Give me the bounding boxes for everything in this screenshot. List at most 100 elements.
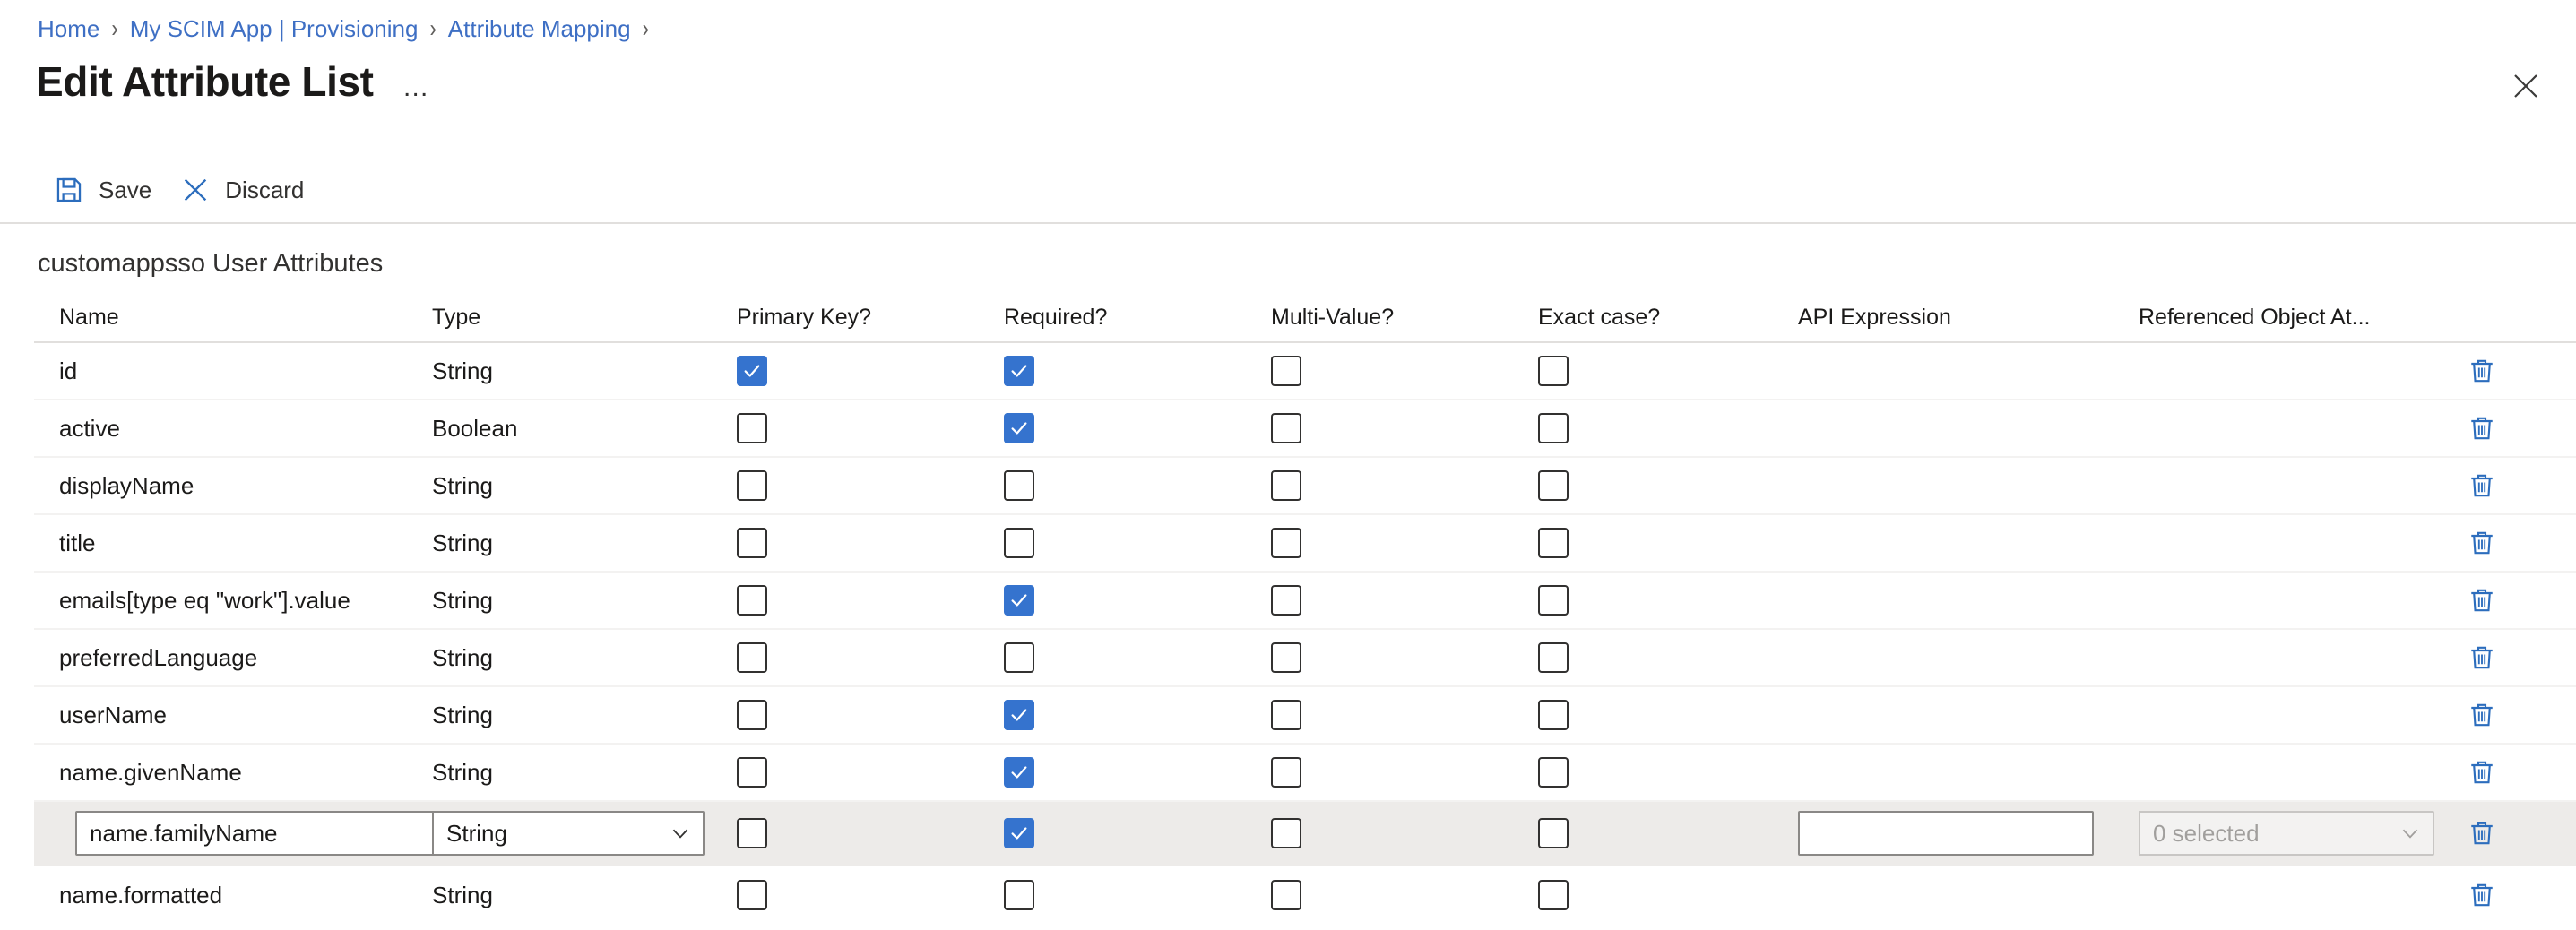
delete-row-button[interactable] [2461,752,2503,793]
multi-value-checkbox[interactable] [1271,642,1301,673]
multi-value-checkbox[interactable] [1271,818,1301,848]
exact-case-cell [1538,413,1798,443]
multi-value-checkbox[interactable] [1271,700,1301,730]
table-row[interactable]: userName String [34,687,2576,745]
primary-key-checkbox[interactable] [737,880,767,910]
multi-value-checkbox[interactable] [1271,528,1301,558]
attribute-type-cell: String [432,643,493,671]
section-heading: customappsso User Attributes [38,249,384,278]
required-cell [1004,642,1271,673]
exact-case-checkbox[interactable] [1538,880,1569,910]
primary-key-checkbox[interactable] [737,757,767,788]
multi-value-checkbox[interactable] [1271,585,1301,616]
delete-cell [2461,522,2560,564]
required-cell [1004,880,1271,910]
exact-case-checkbox[interactable] [1538,470,1569,501]
exact-case-checkbox[interactable] [1538,818,1569,848]
exact-case-checkbox[interactable] [1538,413,1569,443]
more-options-icon[interactable]: … [402,73,431,102]
required-checkbox[interactable] [1004,528,1034,558]
chevron-right-icon: › [642,13,649,42]
delete-cell [2461,637,2560,678]
exact-case-checkbox[interactable] [1538,585,1569,616]
multi-value-checkbox[interactable] [1271,470,1301,501]
attribute-name-cell: active [59,414,120,442]
delete-row-button[interactable] [2461,408,2503,449]
attribute-type-cell: String [432,471,493,499]
attribute-type-cell: String [432,357,493,384]
primary-key-checkbox[interactable] [737,700,767,730]
table-row[interactable]: id String [34,343,2576,400]
attribute-name-input[interactable] [75,811,446,856]
delete-row-button[interactable] [2461,874,2503,916]
required-checkbox[interactable] [1004,356,1034,386]
required-checkbox[interactable] [1004,642,1034,673]
delete-row-button[interactable] [2461,813,2503,854]
delete-row-button[interactable] [2461,694,2503,736]
table-row[interactable]: emails[type eq "work"].value String [34,573,2576,630]
breadcrumb-item-provisioning[interactable]: My SCIM App | Provisioning [129,15,419,42]
discard-button[interactable]: Discard [166,165,318,215]
table-row[interactable]: preferredLanguage String [34,630,2576,687]
primary-key-checkbox[interactable] [737,528,767,558]
attribute-name-cell: preferredLanguage [59,643,258,671]
table-row[interactable]: String 0 selected [34,802,2576,866]
required-cell [1004,413,1271,443]
delete-row-button[interactable] [2461,580,2503,621]
save-button[interactable]: Save [39,165,166,215]
delete-row-button[interactable] [2461,522,2503,564]
close-blade-button[interactable] [2503,65,2549,111]
multi-value-checkbox[interactable] [1271,880,1301,910]
breadcrumb-item-attribute-mapping[interactable]: Attribute Mapping [447,15,631,42]
discard-icon [180,175,211,205]
table-row[interactable]: active Boolean [34,400,2576,458]
referenced-object-select[interactable]: 0 selected [2139,811,2434,856]
multi-value-checkbox[interactable] [1271,356,1301,386]
required-checkbox[interactable] [1004,700,1034,730]
primary-key-checkbox[interactable] [737,413,767,443]
primary-key-cell [737,528,1004,558]
attribute-type-select[interactable]: String [432,811,705,856]
attribute-type-cell: String [432,529,493,556]
exact-case-checkbox[interactable] [1538,642,1569,673]
required-checkbox[interactable] [1004,470,1034,501]
exact-case-cell [1538,700,1798,730]
table-row[interactable]: name.givenName String [34,745,2576,802]
primary-key-checkbox[interactable] [737,356,767,386]
primary-key-checkbox[interactable] [737,585,767,616]
referenced-object-select-value: 0 selected [2153,819,2260,847]
delete-row-button[interactable] [2461,465,2503,506]
multi-value-checkbox[interactable] [1271,413,1301,443]
delete-row-button[interactable] [2461,637,2503,678]
exact-case-cell [1538,585,1798,616]
primary-key-cell [737,757,1004,788]
table-row[interactable]: displayName String [34,458,2576,515]
delete-row-button[interactable] [2461,350,2503,392]
required-checkbox[interactable] [1004,818,1034,848]
required-checkbox[interactable] [1004,880,1034,910]
page-title: Edit Attribute List [36,58,374,105]
required-checkbox[interactable] [1004,757,1034,788]
primary-key-cell [737,585,1004,616]
delete-cell [2461,752,2560,793]
table-row[interactable]: title String [34,515,2576,573]
breadcrumb-item-home[interactable]: Home [38,15,100,42]
required-checkbox[interactable] [1004,585,1034,616]
exact-case-checkbox[interactable] [1538,757,1569,788]
exact-case-checkbox[interactable] [1538,528,1569,558]
multi-value-cell [1271,585,1538,616]
exact-case-checkbox[interactable] [1538,356,1569,386]
multi-value-cell [1271,356,1538,386]
attribute-type-cell: Boolean [432,414,518,442]
required-checkbox[interactable] [1004,413,1034,443]
primary-key-checkbox[interactable] [737,470,767,501]
exact-case-checkbox[interactable] [1538,700,1569,730]
attribute-name-cell [34,811,446,856]
primary-key-checkbox[interactable] [737,818,767,848]
multi-value-checkbox[interactable] [1271,757,1301,788]
required-cell [1004,356,1271,386]
table-row[interactable]: name.formatted String [34,866,2576,924]
primary-key-checkbox[interactable] [737,642,767,673]
primary-key-cell [737,356,1004,386]
api-expression-input[interactable] [1798,811,2094,856]
